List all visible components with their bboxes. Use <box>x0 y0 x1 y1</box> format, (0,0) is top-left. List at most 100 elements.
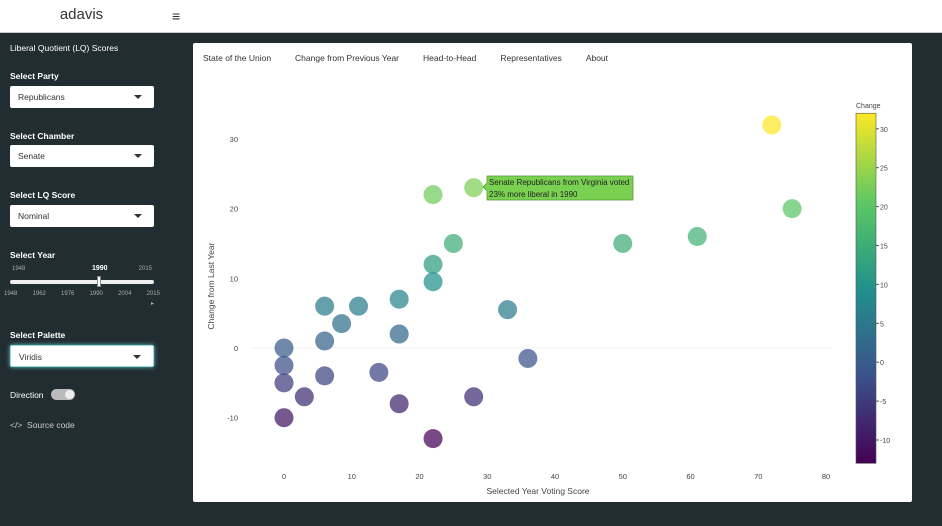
colorbar-tick-label: -10 <box>880 438 890 445</box>
y-tick-label: 20 <box>230 205 238 214</box>
colorbar-tick-label: 30 <box>880 127 888 134</box>
palette-value: Viridis <box>19 352 42 362</box>
sidebar: Liberal Quotient (LQ) Scores Select Part… <box>0 33 190 526</box>
y-axis-label: Change from Last Year <box>206 242 216 329</box>
data-point[interactable] <box>274 408 294 428</box>
x-tick-label: 80 <box>822 472 830 481</box>
data-point[interactable] <box>389 289 409 309</box>
tooltip <box>482 175 634 201</box>
tooltip-line-1: Senate Republicans from Virginia voted <box>489 178 629 187</box>
caret-down-icon <box>134 95 142 99</box>
x-tick-label: 20 <box>415 472 423 481</box>
data-point[interactable] <box>687 226 707 246</box>
colorbar-tick-label: 15 <box>880 244 888 251</box>
y-tick-label: 10 <box>230 274 238 283</box>
hamburger-icon[interactable]: ≡ <box>172 8 181 24</box>
data-point[interactable] <box>349 296 369 316</box>
tab-change-from-previous-year[interactable]: Change from Previous Year <box>295 53 399 63</box>
x-tick-label: 50 <box>619 472 627 481</box>
data-point[interactable] <box>464 387 484 407</box>
slider-handle[interactable] <box>97 276 101 287</box>
top-bar: adavis ≡ <box>0 0 942 33</box>
year-tick: 1948 <box>4 291 18 297</box>
play-icon[interactable]: ▸ <box>150 301 154 307</box>
data-point[interactable] <box>498 300 518 320</box>
y-tick-label: -10 <box>227 414 238 423</box>
app-title: adavis <box>59 6 104 23</box>
x-tick-label: 40 <box>551 472 559 481</box>
party-label: Select Party <box>10 71 59 81</box>
data-point[interactable] <box>423 429 443 449</box>
data-point[interactable] <box>613 233 633 253</box>
x-axis-label: Selected Year Voting Score <box>486 486 589 496</box>
data-point[interactable] <box>332 314 352 334</box>
tab-about[interactable]: About <box>585 53 609 63</box>
tab-state-of-the-union[interactable]: State of the Union <box>203 53 272 63</box>
data-point[interactable] <box>518 348 538 368</box>
year-min: 1948 <box>12 266 26 272</box>
data-point[interactable] <box>294 387 314 407</box>
chamber-label: Select Chamber <box>10 131 75 141</box>
data-point[interactable] <box>315 331 335 351</box>
data-point[interactable] <box>762 115 782 135</box>
year-tick: 1976 <box>61 291 75 297</box>
colorbar-tick-label: 25 <box>880 166 888 173</box>
x-tick-label: 70 <box>754 472 762 481</box>
data-point[interactable] <box>315 296 335 316</box>
lq-label: Select LQ Score <box>10 190 76 200</box>
chamber-value: Senate <box>18 151 45 161</box>
toggle-knob <box>65 390 74 399</box>
data-point[interactable] <box>423 272 443 292</box>
year-value: 1990 <box>92 265 108 272</box>
year-max: 2015 <box>138 266 152 272</box>
y-tick-label: 30 <box>230 135 238 144</box>
tab-representatives[interactable]: Representatives <box>500 53 562 63</box>
sidebar-title: Liberal Quotient (LQ) Scores <box>10 43 119 53</box>
code-icon: </> <box>10 420 23 430</box>
data-point[interactable] <box>274 373 294 393</box>
year-slider[interactable]: 1948 1990 2015 1948 1962 1976 1990 2004 2015 … <box>4 265 160 309</box>
caret-down-icon <box>133 355 141 359</box>
x-tick-label: 30 <box>483 472 491 481</box>
colorbar-tick-label: 5 <box>880 321 884 328</box>
caret-down-icon <box>134 214 142 218</box>
tab-bar: State of the Union Change from Previous … <box>203 53 632 63</box>
palette-select[interactable]: Viridis <box>10 345 154 367</box>
colorbar-title: Change <box>856 103 881 110</box>
data-point[interactable] <box>423 254 443 274</box>
chamber-select[interactable]: Senate <box>10 145 154 167</box>
year-tick: 2015 <box>146 291 160 297</box>
main-panel: State of the Union Change from Previous … <box>193 43 912 502</box>
year-tick: 2004 <box>118 291 132 297</box>
party-value: Republicans <box>18 92 65 102</box>
data-point[interactable] <box>315 366 335 386</box>
year-label: Select Year <box>10 250 56 260</box>
data-point[interactable] <box>274 338 294 358</box>
data-point[interactable] <box>464 178 484 198</box>
tooltip-line-2: 23% more liberal in 1990 <box>489 190 578 199</box>
data-point[interactable] <box>423 185 443 205</box>
direction-toggle[interactable] <box>51 389 75 400</box>
y-tick-label: 0 <box>234 344 238 353</box>
data-point[interactable] <box>389 394 409 414</box>
data-point[interactable] <box>369 362 389 382</box>
data-point[interactable] <box>782 199 802 219</box>
year-tick: 1990 <box>89 291 103 297</box>
party-select[interactable]: Republicans <box>10 86 154 108</box>
data-point[interactable] <box>274 355 294 375</box>
x-tick-label: 60 <box>686 472 694 481</box>
source-code-label: Source code <box>27 420 75 430</box>
year-tick: 1962 <box>32 291 46 297</box>
direction-label: Direction <box>10 390 44 400</box>
caret-down-icon <box>134 154 142 158</box>
colorbar-tick-label: -5 <box>880 399 886 406</box>
lq-select[interactable]: Nominal <box>10 205 154 227</box>
x-tick-label: 10 <box>348 472 356 481</box>
tab-head-to-head[interactable]: Head-to-Head <box>423 53 477 63</box>
data-point[interactable] <box>443 233 463 253</box>
data-point[interactable] <box>389 324 409 344</box>
slider-track[interactable] <box>10 280 154 284</box>
source-code-link[interactable]: </> Source code <box>10 420 75 430</box>
colorbar-tick-label: 20 <box>880 205 888 212</box>
